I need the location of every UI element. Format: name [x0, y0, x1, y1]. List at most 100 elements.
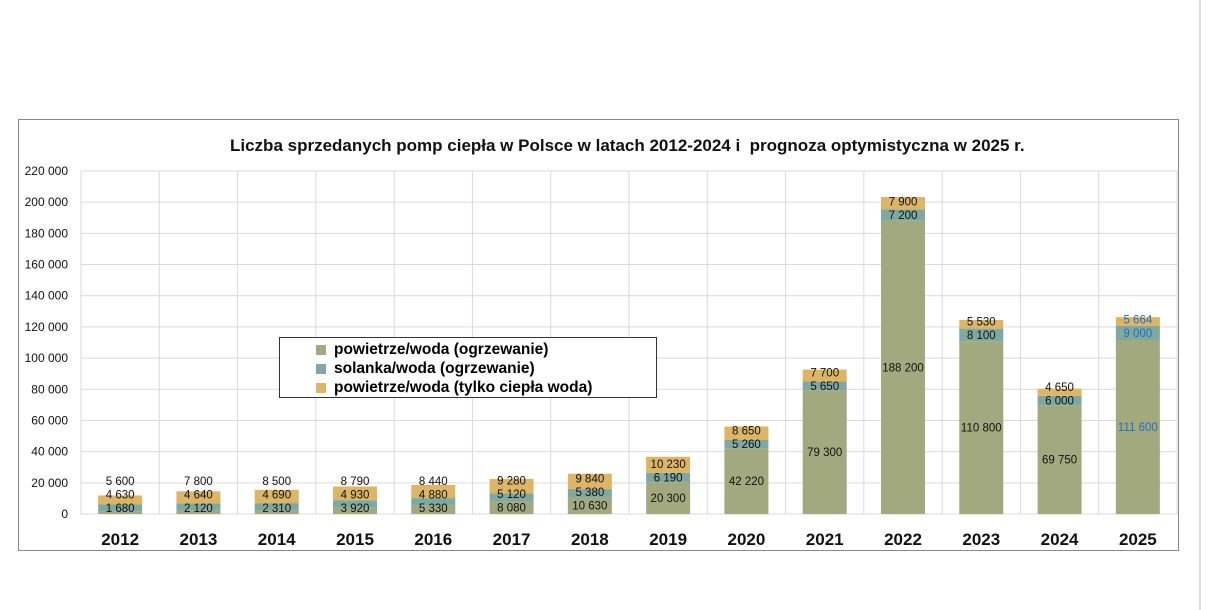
data-label: 10 630 — [572, 501, 607, 513]
data-label: 4 640 — [184, 490, 213, 502]
data-label: 8 500 — [262, 476, 291, 488]
bar-segment — [411, 484, 456, 499]
bar-segment — [333, 507, 377, 514]
legend: powietrze/woda (ogrzewanie) solanka/woda… — [279, 337, 657, 398]
x-tick-label: 2020 — [728, 530, 766, 549]
data-label: 6 000 — [1045, 396, 1074, 408]
data-label: 4 650 — [1045, 382, 1074, 394]
bar-segment — [646, 472, 691, 483]
data-label: 110 800 — [961, 423, 1002, 435]
legend-label: powietrze/woda (ogrzewanie) — [334, 340, 549, 358]
bar-segment — [254, 503, 299, 511]
data-label: 5 664 — [1123, 314, 1152, 326]
bar-segment — [802, 381, 847, 391]
data-label: 10 230 — [651, 459, 686, 471]
bar-segment — [802, 369, 847, 382]
bar-segment — [254, 510, 299, 514]
bar-segment — [881, 220, 925, 514]
y-tick-label: 200 000 — [25, 195, 69, 209]
bar-segment — [959, 328, 1004, 342]
bar-segment — [254, 489, 299, 504]
data-label: 8 650 — [732, 426, 761, 438]
bar-segment — [98, 495, 143, 505]
data-label: 8 080 — [497, 503, 526, 515]
data-label: 7 900 — [889, 196, 918, 208]
y-tick-label: 100 000 — [25, 351, 69, 365]
bar-segment — [881, 197, 925, 210]
data-label: 20 300 — [651, 493, 686, 505]
bar-segment — [1115, 340, 1160, 514]
data-label: 5 650 — [810, 381, 839, 393]
data-label: 4 930 — [341, 490, 370, 502]
bar-segment — [489, 501, 534, 514]
y-tick-label: 140 000 — [25, 289, 69, 303]
data-label: 9 280 — [497, 476, 526, 488]
y-tick-label: 220 000 — [25, 164, 69, 178]
y-tick-label: 60 000 — [31, 413, 68, 427]
x-tick-label: 2017 — [493, 530, 531, 549]
x-tick-label: 2019 — [649, 530, 687, 549]
bar-segment — [802, 390, 847, 514]
data-label: 4 690 — [262, 490, 291, 502]
data-label: 8 100 — [967, 330, 996, 342]
bar-segment — [1115, 325, 1160, 341]
data-label: 7 800 — [184, 476, 213, 488]
y-tick-label: 80 000 — [31, 382, 68, 396]
data-label: 79 300 — [807, 447, 842, 459]
data-label: 4 630 — [106, 490, 135, 502]
bar-segment — [567, 489, 612, 498]
data-label: 5 380 — [575, 487, 604, 499]
legend-item: powietrze/woda (ogrzewanie) — [316, 340, 656, 359]
window-edge — [1199, 0, 1201, 610]
x-tick-label: 2015 — [336, 530, 374, 549]
x-tick-label: 2022 — [884, 530, 922, 549]
data-label: 69 750 — [1042, 455, 1077, 467]
data-label: 9 840 — [575, 474, 604, 486]
chart-title: Liczba sprzedanych pomp ciepła w Polsce … — [230, 136, 1025, 155]
legend-swatch — [316, 363, 326, 374]
bar-segment — [489, 493, 534, 502]
bar-segment — [959, 341, 1004, 514]
data-label: 3 920 — [341, 503, 370, 515]
x-tick-label: 2018 — [571, 530, 609, 549]
data-label: 188 200 — [882, 362, 924, 374]
data-label: 2 310 — [262, 503, 291, 515]
y-tick-label: 120 000 — [25, 320, 69, 334]
x-tick-label: 2025 — [1119, 530, 1157, 549]
bar-segment — [959, 320, 1004, 329]
data-label: 5 260 — [732, 439, 761, 451]
data-label: 8 440 — [419, 476, 448, 488]
bar-segment — [724, 439, 769, 449]
data-label: 5 330 — [419, 503, 448, 515]
y-tick-label: 180 000 — [25, 226, 69, 240]
data-label: 111 600 — [1118, 422, 1158, 434]
x-tick-label: 2023 — [962, 530, 1000, 549]
legend-swatch — [316, 382, 326, 393]
chart-frame — [18, 119, 1179, 551]
bar-segment — [1037, 405, 1082, 514]
legend-item: powietrze/woda (tylko ciepła woda) — [316, 378, 656, 397]
data-label: 8 790 — [341, 476, 370, 488]
data-label: 4 880 — [419, 490, 448, 502]
x-tick-label: 2016 — [414, 530, 452, 549]
bar-segment — [881, 209, 925, 221]
legend-label: powietrze/woda (tylko ciepła woda) — [334, 378, 593, 396]
x-tick-label: 2014 — [258, 530, 296, 549]
data-label: 5 600 — [106, 476, 135, 488]
bar-segment — [567, 497, 612, 514]
data-label: 1 680 — [106, 503, 135, 515]
bar-segment — [333, 500, 377, 508]
y-tick-label: 0 — [61, 507, 68, 521]
data-label: 5 530 — [967, 316, 996, 328]
legend-label: solanka/woda (ogrzewanie) — [334, 359, 535, 377]
bar-segment — [411, 505, 456, 514]
bar-segment — [646, 456, 691, 473]
data-label: 6 190 — [654, 473, 683, 485]
bar-segment — [724, 426, 769, 440]
bar-segment — [1115, 317, 1160, 326]
bar-segment — [98, 504, 143, 512]
data-label: 5 120 — [497, 489, 526, 501]
data-label: 7 700 — [810, 367, 839, 379]
x-tick-label: 2013 — [180, 530, 218, 549]
